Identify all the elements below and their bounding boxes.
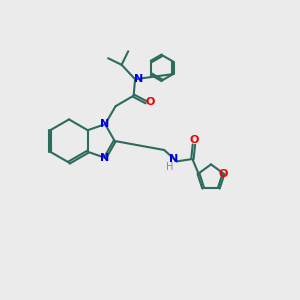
Text: O: O xyxy=(145,97,154,107)
Text: N: N xyxy=(134,74,143,84)
Text: O: O xyxy=(189,135,199,146)
Text: O: O xyxy=(219,169,228,178)
Text: N: N xyxy=(100,153,110,163)
Text: H: H xyxy=(166,162,174,172)
Text: N: N xyxy=(169,154,178,164)
Text: N: N xyxy=(100,119,110,129)
